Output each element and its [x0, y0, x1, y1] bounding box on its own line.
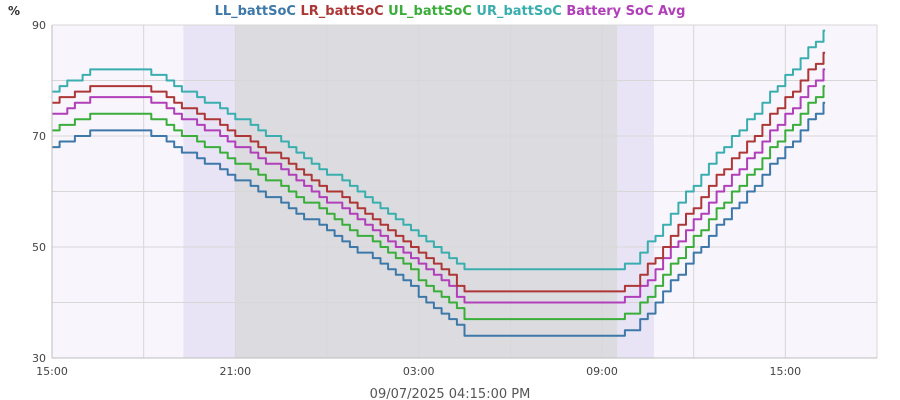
series-line-battery-soc-avg	[52, 68, 826, 304]
x-tick-label: 21:00	[219, 365, 251, 378]
y-tick-label: 50	[32, 241, 46, 254]
y-tick-label: 30	[32, 352, 46, 365]
x-tick-label: 09:00	[586, 365, 618, 378]
legend-entry-ur-battsoc[interactable]: UR_battSoC	[472, 4, 562, 19]
legend-entry-lr-battsoc[interactable]: LR_battSoC	[296, 4, 384, 19]
series-line-ur-battsoc	[52, 29, 826, 271]
series-line-lr-battsoc	[52, 51, 826, 293]
series-line-ll-battsoc	[52, 101, 826, 337]
x-tick-label: 15:00	[769, 365, 801, 378]
x-tick-label: 15:00	[36, 365, 68, 378]
y-tick-label: 70	[32, 130, 46, 143]
legend-entry-battery-soc-avg[interactable]: Battery SoC Avg	[562, 4, 686, 19]
x-tick-labels: 15:00 21:00 03:00 09:00 15:00	[36, 365, 801, 378]
axes	[51, 25, 877, 359]
legend[interactable]: LL_battSoC LR_battSoC UL_battSoC UR_batt…	[215, 4, 686, 19]
x-tick-label: 03:00	[403, 365, 435, 378]
series-line-ul-battsoc	[52, 85, 826, 321]
timestamp-label: 09/07/2025 04:15:00 PM	[370, 387, 531, 400]
series-lines	[52, 29, 826, 337]
y-tick-labels: 30 50 70 90	[32, 19, 46, 365]
legend-entry-ll-battsoc[interactable]: LL_battSoC	[215, 4, 296, 19]
y-tick-label: 90	[32, 19, 46, 32]
legend-entry-ul-battsoc[interactable]: UL_battSoC	[384, 4, 472, 19]
y-unit-label: %	[8, 4, 20, 18]
